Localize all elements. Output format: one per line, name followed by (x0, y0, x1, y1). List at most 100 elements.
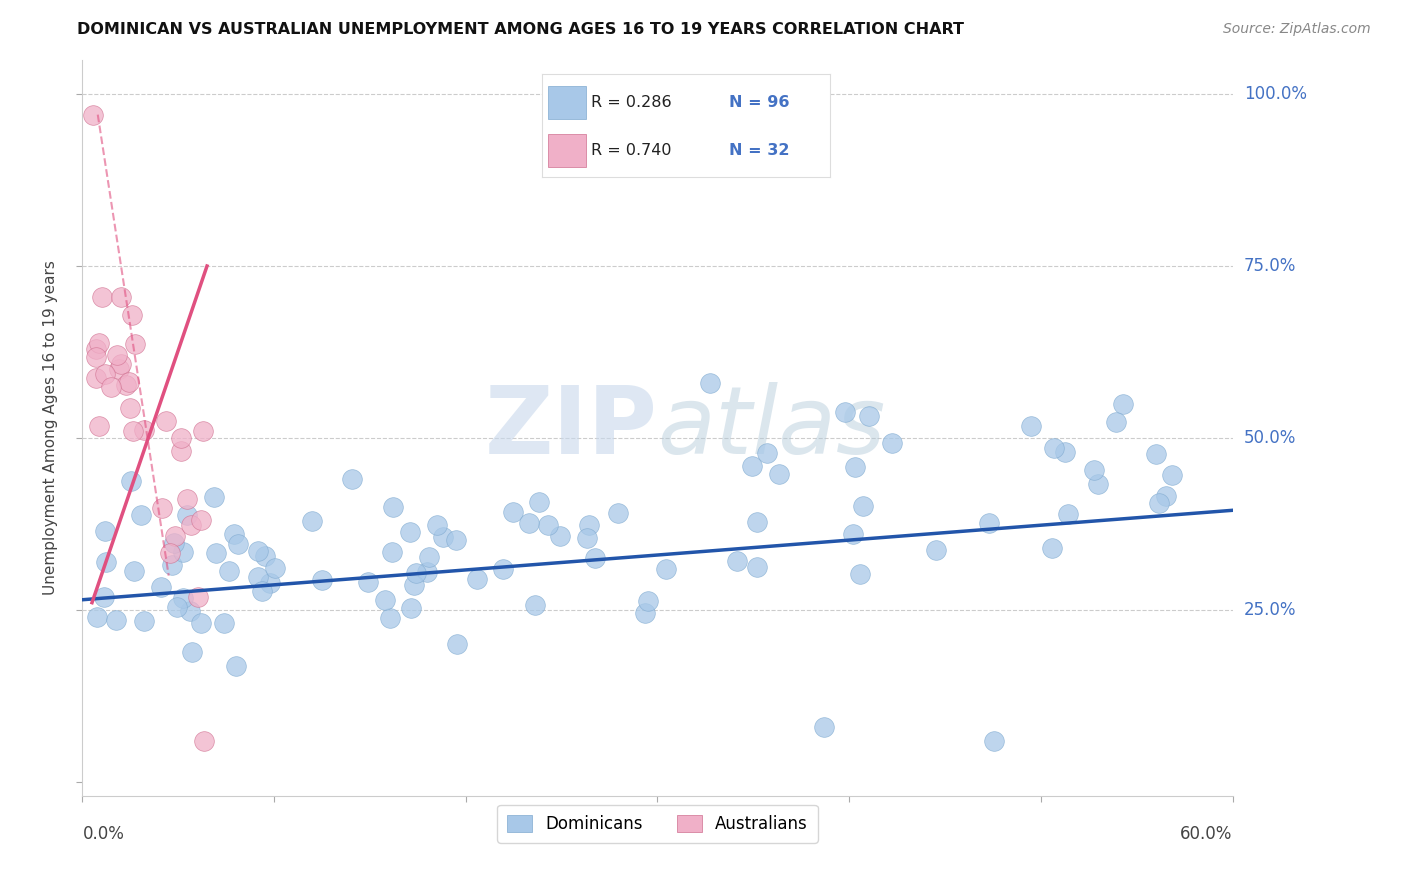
Point (405, 566, 427, 580)
Point (813, 720, 835, 734)
Point (745, 559, 768, 574)
Point (607, 506, 630, 520)
Point (301, 515, 323, 529)
Text: atlas: atlas (658, 383, 886, 474)
Point (1087, 477, 1109, 491)
Point (84, 342, 107, 356)
Point (118, 375, 141, 389)
Point (87, 418, 110, 433)
Point (122, 564, 145, 578)
Point (108, 361, 131, 376)
Point (1161, 467, 1184, 482)
Point (90, 290, 112, 304)
Text: 75.0%: 75.0% (1244, 257, 1296, 275)
Point (129, 508, 152, 523)
Point (768, 467, 790, 481)
Point (578, 517, 600, 532)
Point (134, 614, 156, 628)
Text: 0.0%: 0.0% (83, 825, 124, 843)
Point (190, 513, 212, 527)
Point (190, 616, 212, 631)
Point (84, 371, 107, 385)
Point (1019, 419, 1042, 434)
Point (418, 549, 440, 564)
Point (755, 446, 778, 460)
Point (374, 592, 396, 607)
Point (134, 423, 156, 437)
Point (311, 574, 333, 588)
Point (523, 598, 546, 612)
Point (160, 558, 183, 573)
Point (172, 544, 194, 558)
Point (93, 591, 115, 605)
Point (150, 580, 173, 594)
Point (180, 518, 202, 533)
Point (180, 645, 202, 659)
Text: 25.0%: 25.0% (1244, 601, 1296, 619)
Point (502, 505, 524, 519)
Point (381, 544, 404, 558)
Point (1054, 444, 1077, 458)
Text: 100.0%: 100.0% (1244, 85, 1306, 103)
Y-axis label: Unemployment Among Ages 16 to 19 years: Unemployment Among Ages 16 to 19 years (44, 260, 58, 595)
Point (858, 409, 880, 424)
Point (880, 435, 903, 450)
Point (1043, 441, 1066, 455)
Point (340, 472, 363, 486)
Point (250, 583, 273, 598)
Point (548, 529, 571, 543)
Point (655, 562, 678, 576)
Point (1149, 496, 1171, 510)
Point (179, 604, 201, 618)
Point (246, 570, 269, 584)
Point (977, 516, 1000, 531)
Point (446, 637, 468, 651)
Point (426, 518, 449, 533)
Point (187, 590, 209, 604)
Point (416, 566, 439, 580)
Point (218, 564, 240, 578)
Point (166, 599, 188, 614)
Point (844, 460, 866, 475)
Text: 60.0%: 60.0% (1180, 825, 1233, 843)
Point (89, 336, 111, 351)
Point (94, 524, 117, 538)
Text: DOMINICAN VS AUSTRALIAN UNEMPLOYMENT AMONG AGES 16 TO 19 YEARS CORRELATION CHART: DOMINICAN VS AUSTRALIAN UNEMPLOYMENT AMO… (77, 22, 965, 37)
Text: 50.0%: 50.0% (1244, 429, 1296, 447)
Point (163, 536, 186, 550)
Text: ZIP: ZIP (485, 382, 658, 474)
Point (176, 508, 198, 522)
Point (202, 491, 225, 505)
Point (633, 606, 655, 620)
Point (527, 495, 550, 509)
Point (246, 544, 269, 558)
Point (925, 543, 948, 558)
Point (537, 518, 560, 533)
Point (191, 424, 214, 438)
Point (94, 368, 117, 382)
Point (82, 108, 104, 122)
Point (110, 290, 132, 304)
Point (228, 537, 250, 551)
Point (492, 562, 515, 576)
Point (159, 546, 181, 560)
Point (1104, 416, 1126, 430)
Point (517, 516, 540, 530)
Point (176, 491, 198, 506)
Point (745, 515, 768, 529)
Point (124, 337, 146, 351)
Point (357, 574, 380, 589)
Point (115, 378, 138, 392)
Point (576, 531, 599, 545)
Point (204, 546, 226, 560)
Point (983, 733, 1005, 747)
Point (225, 658, 247, 673)
Point (105, 348, 128, 362)
Point (402, 578, 425, 592)
Point (172, 591, 194, 606)
Point (834, 405, 856, 419)
Point (165, 529, 187, 543)
Point (1057, 507, 1080, 521)
Point (583, 551, 606, 566)
Point (193, 733, 215, 747)
